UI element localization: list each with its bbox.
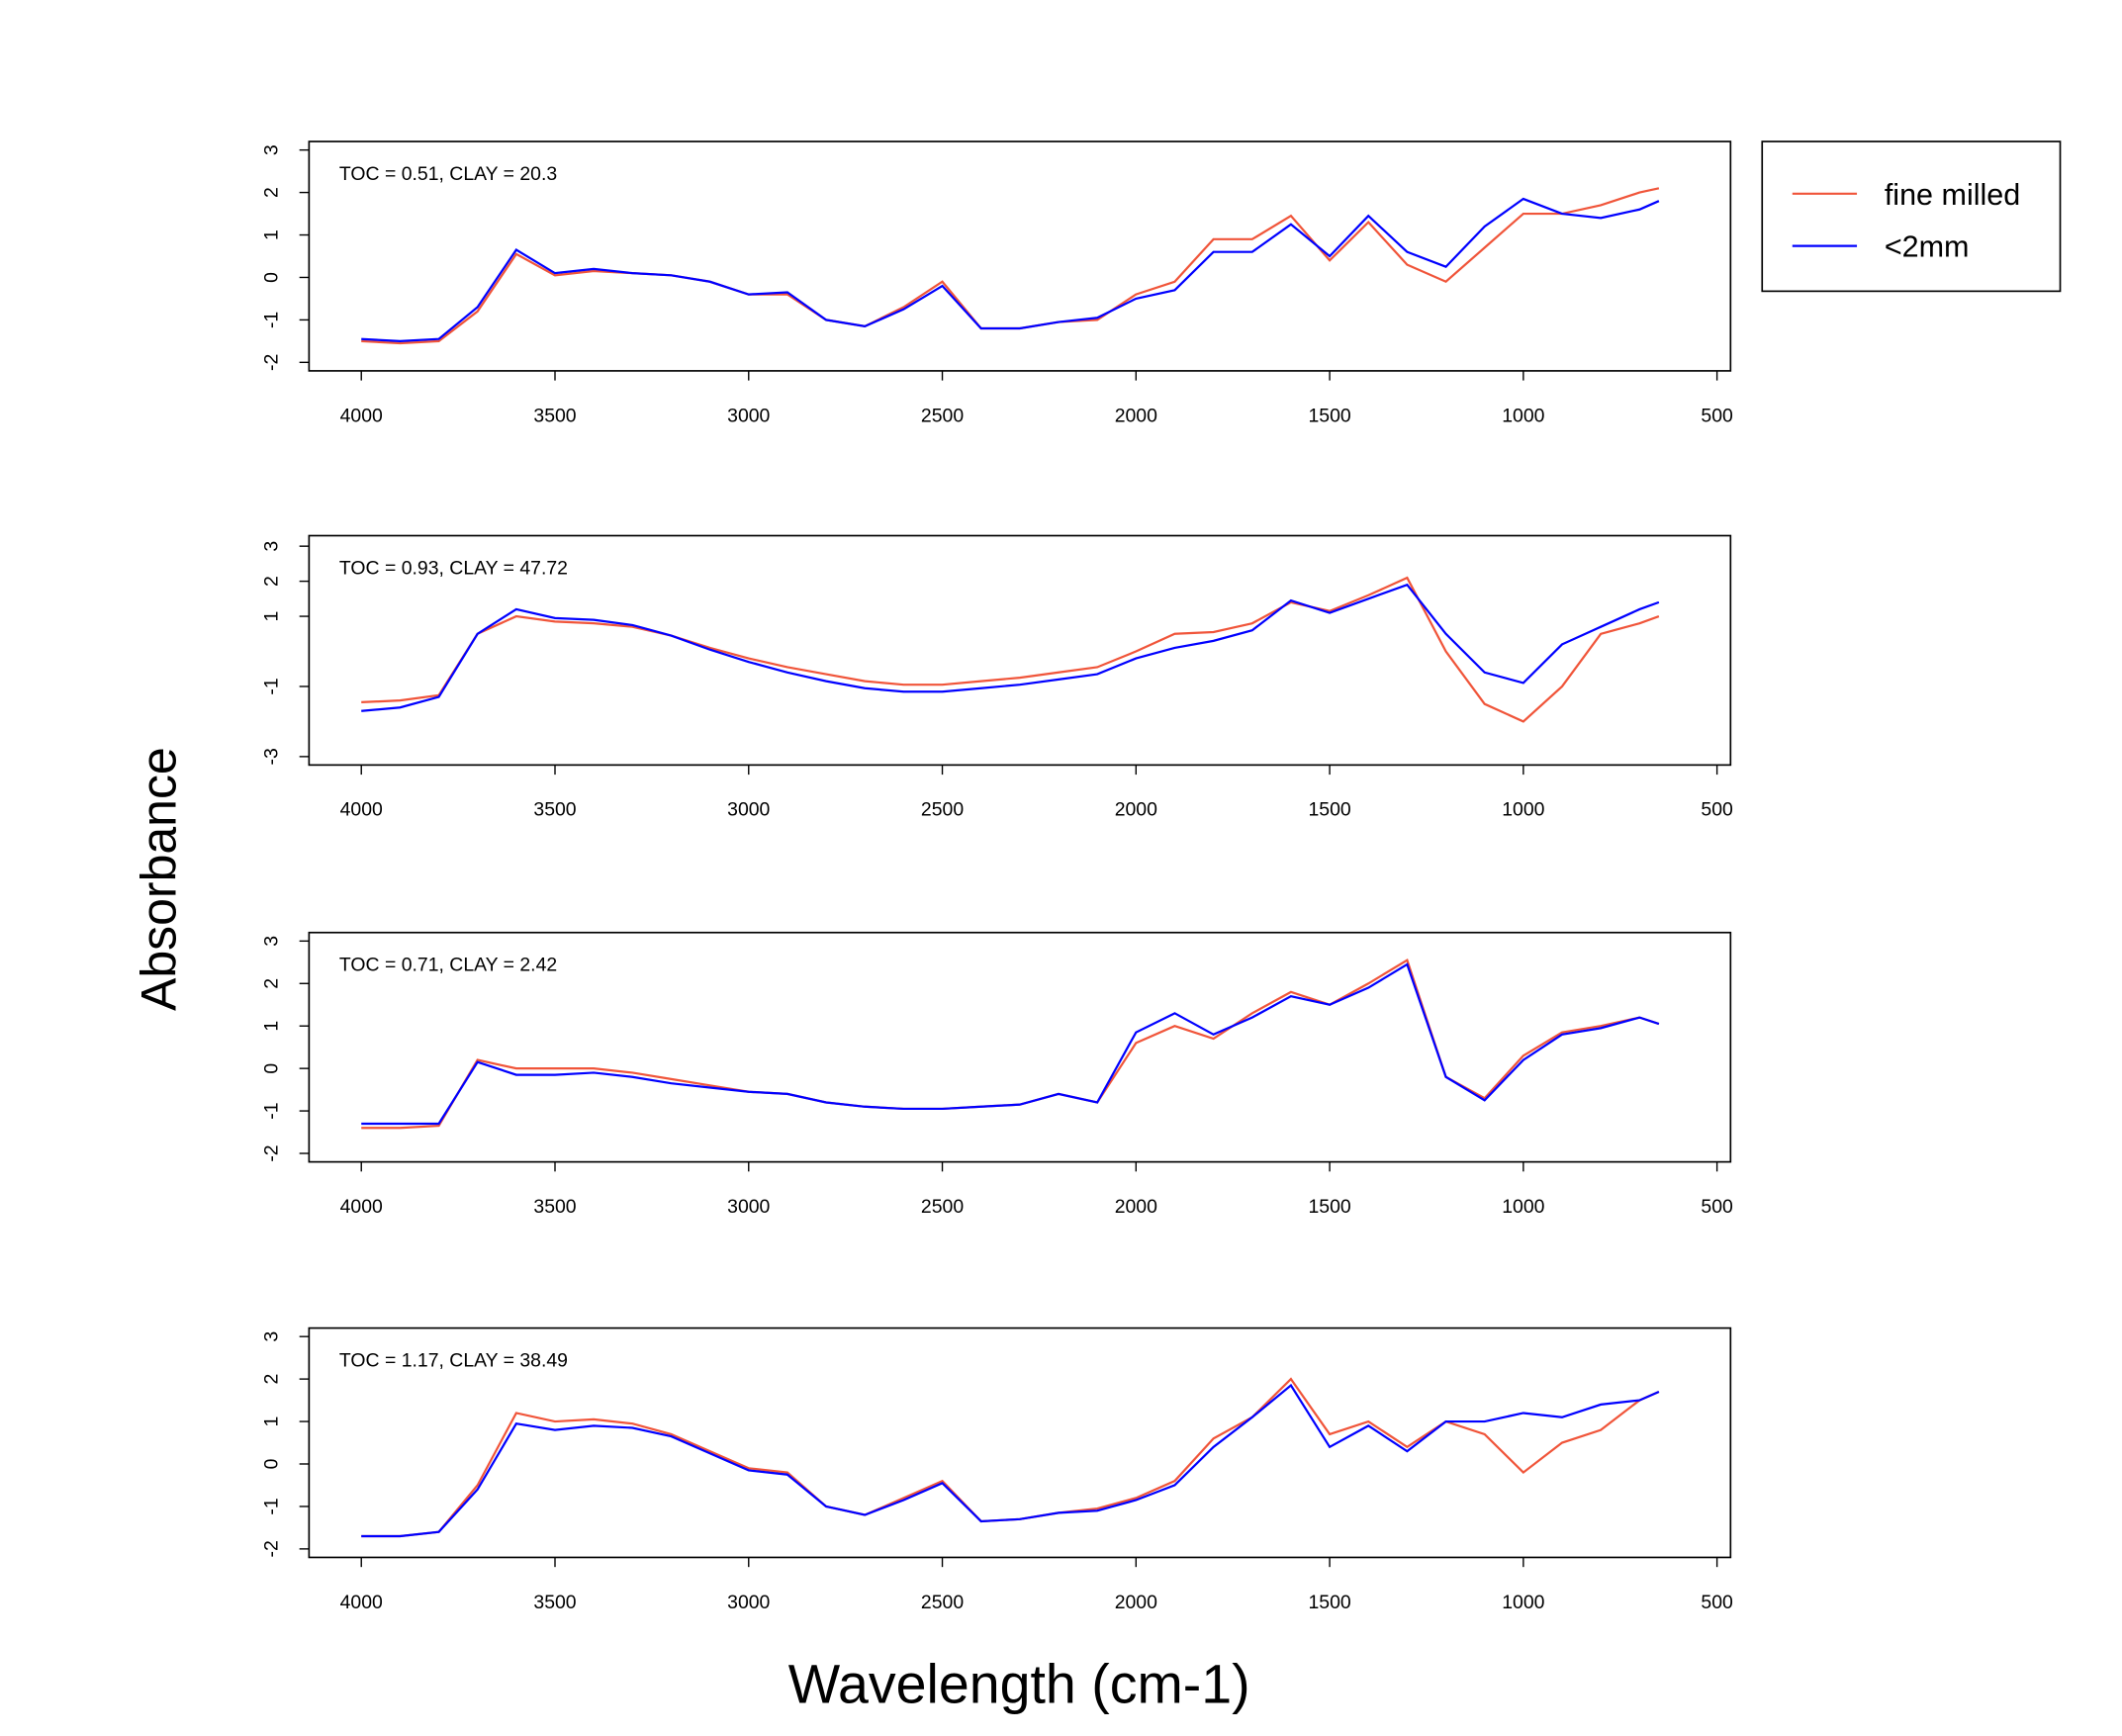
x-axis-label: Wavelength (cm-1)	[788, 1654, 1250, 1715]
spectrum-line	[361, 187, 1660, 345]
y-tick-label: 2	[260, 576, 282, 587]
x-tick-label: 2500	[921, 799, 964, 821]
y-tick-label: -1	[260, 312, 282, 328]
x-tick-label: 4000	[340, 405, 383, 426]
legend-label: fine milled	[1885, 178, 2020, 212]
spectrum-line	[361, 583, 1660, 712]
x-tick-label: 4000	[340, 1592, 383, 1613]
spectrum-line	[361, 1377, 1660, 1538]
y-tick-label: -2	[260, 1144, 282, 1161]
x-tick-label: 2500	[921, 1196, 964, 1218]
x-tick-label: 1000	[1502, 799, 1544, 821]
y-tick-label: 2	[260, 1374, 282, 1385]
x-tick-label: 500	[1701, 1196, 1733, 1218]
annotation: TOC = 0.71, CLAY = 2.42	[339, 955, 557, 976]
x-tick-label: 3500	[533, 1592, 576, 1613]
x-tick-label: 1500	[1308, 799, 1350, 821]
y-tick-label: -2	[260, 1540, 282, 1557]
x-tick-label: 3000	[727, 1196, 770, 1218]
x-tick-label: 1500	[1308, 1196, 1350, 1218]
x-tick-label: 4000	[340, 1196, 383, 1218]
x-tick-label: 2000	[1115, 1592, 1157, 1613]
y-tick-label: 1	[260, 611, 282, 622]
y-tick-label: -1	[260, 1498, 282, 1514]
x-tick-label: 2000	[1115, 405, 1157, 426]
x-tick-label: 3000	[727, 1592, 770, 1613]
y-tick-label: 1	[260, 1416, 282, 1427]
spectrum-line	[361, 962, 1660, 1126]
legend-label: <2mm	[1885, 230, 1970, 264]
x-tick-label: 1500	[1308, 1592, 1350, 1613]
plot-box	[308, 931, 1732, 1163]
y-tick-label: -3	[260, 748, 282, 765]
y-tick-label: 2	[260, 187, 282, 198]
y-tick-label: 3	[260, 541, 282, 552]
annotation: TOC = 1.17, CLAY = 38.49	[339, 1349, 568, 1371]
y-tick-label: 0	[260, 1063, 282, 1074]
x-tick-label: 3000	[727, 799, 770, 821]
x-tick-label: 3500	[533, 799, 576, 821]
plot-box	[308, 1326, 1732, 1559]
y-tick-label: -1	[260, 678, 282, 694]
x-tick-label: 500	[1701, 405, 1733, 426]
x-tick-label: 3500	[533, 405, 576, 426]
plot-box	[308, 534, 1732, 767]
y-tick-label: 3	[260, 144, 282, 155]
y-tick-label: 1	[260, 229, 282, 240]
spectrum-line	[361, 958, 1660, 1130]
spectrum-line	[361, 197, 1660, 342]
y-tick-label: 2	[260, 978, 282, 989]
x-tick-label: 2500	[921, 405, 964, 426]
y-axis-label: Absorbance	[132, 747, 187, 1011]
x-tick-label: 3500	[533, 1196, 576, 1218]
y-tick-label: 3	[260, 1331, 282, 1342]
x-tick-label: 2000	[1115, 799, 1157, 821]
y-tick-label: 1	[260, 1021, 282, 1032]
spectrum-line	[361, 1383, 1660, 1538]
spectrum-line	[361, 576, 1660, 723]
x-tick-label: 1000	[1502, 405, 1544, 426]
x-tick-label: 500	[1701, 1592, 1733, 1613]
y-tick-label: 3	[260, 936, 282, 947]
y-tick-label: -2	[260, 354, 282, 371]
x-tick-label: 1000	[1502, 1592, 1544, 1613]
annotation: TOC = 0.93, CLAY = 47.72	[339, 557, 568, 579]
x-tick-label: 2000	[1115, 1196, 1157, 1218]
x-tick-label: 1000	[1502, 1196, 1544, 1218]
x-tick-label: 1500	[1308, 405, 1350, 426]
legend-box	[1761, 140, 2062, 293]
y-tick-label: 0	[260, 1458, 282, 1469]
y-tick-label: -1	[260, 1102, 282, 1119]
y-tick-label: 0	[260, 272, 282, 283]
x-tick-label: 2500	[921, 1592, 964, 1613]
x-tick-label: 3000	[727, 405, 770, 426]
annotation: TOC = 0.51, CLAY = 20.3	[339, 163, 557, 185]
x-tick-label: 4000	[340, 799, 383, 821]
x-tick-label: 500	[1701, 799, 1733, 821]
plot-box	[308, 140, 1732, 372]
